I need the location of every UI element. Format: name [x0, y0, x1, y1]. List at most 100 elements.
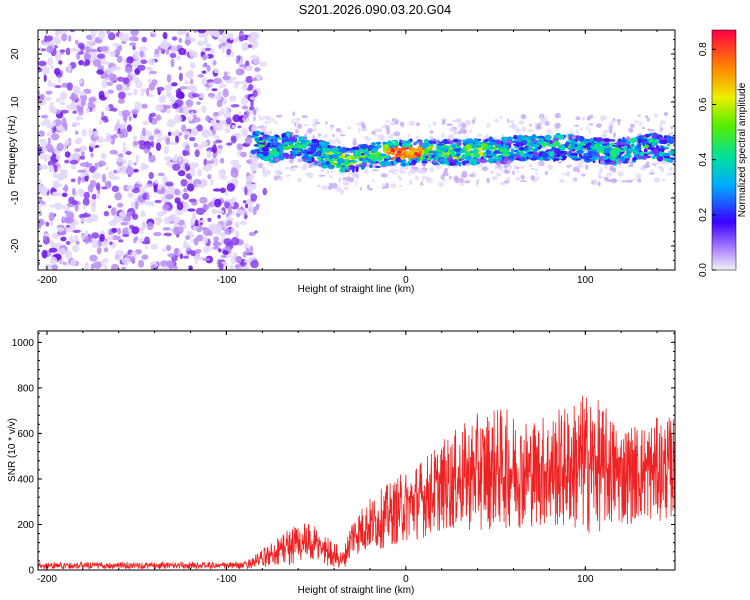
noise-blob — [139, 144, 146, 150]
noise-blob — [72, 244, 80, 253]
noise-blob — [223, 97, 227, 105]
signal-halo — [527, 129, 534, 133]
noise-blob — [107, 231, 114, 236]
noise-blob — [259, 61, 267, 67]
signal-cell — [629, 137, 638, 144]
noise-blob — [161, 248, 167, 252]
signal-halo — [258, 114, 261, 119]
signal-halo — [336, 140, 342, 145]
signal-cell — [571, 148, 576, 152]
signal-cell — [385, 155, 390, 159]
noise-blob — [170, 58, 175, 68]
signal-halo — [472, 116, 477, 120]
noise-blob — [140, 162, 148, 171]
signal-halo — [600, 115, 608, 121]
signal-cell — [311, 157, 315, 163]
signal-cell — [663, 155, 671, 159]
signal-cell — [301, 143, 307, 149]
signal-halo — [465, 136, 469, 139]
signal-cell — [559, 150, 565, 154]
signal-cell — [285, 138, 290, 142]
noise-blob — [245, 75, 254, 84]
noise-blob — [115, 254, 122, 261]
noise-blob — [80, 172, 85, 178]
noise-blob — [198, 93, 205, 99]
noise-blob — [57, 227, 65, 232]
signal-halo — [508, 125, 513, 128]
signal-cell — [546, 156, 554, 160]
noise-blob — [81, 129, 87, 137]
noise-blob — [187, 208, 196, 212]
signal-halo — [359, 187, 363, 191]
noise-blob — [200, 141, 209, 148]
noise-blob — [86, 162, 93, 168]
signal-cell — [666, 140, 670, 144]
noise-blob — [197, 30, 207, 34]
signal-cell — [470, 160, 478, 166]
signal-halo — [263, 120, 271, 125]
signal-cell — [448, 162, 456, 166]
signal-cell — [354, 160, 358, 163]
signal-halo — [408, 171, 411, 176]
noise-blob — [135, 80, 143, 89]
signal-cell — [414, 148, 423, 152]
noise-blob — [183, 187, 188, 193]
signal-halo — [572, 179, 577, 183]
signal-cell — [283, 152, 290, 158]
signal-halo — [613, 132, 616, 138]
x-tick-label: 0 — [403, 275, 409, 286]
signal-cell — [593, 137, 598, 140]
signal-halo — [661, 178, 666, 182]
signal-cell — [488, 142, 497, 146]
noise-blob — [53, 35, 61, 45]
signal-cell — [519, 151, 525, 157]
noise-blob — [79, 146, 85, 150]
signal-cell — [587, 146, 591, 151]
signal-cell — [400, 155, 405, 161]
noise-blob — [64, 250, 73, 260]
signal-cell — [645, 155, 652, 159]
noise-blob — [178, 47, 186, 56]
noise-blob — [197, 74, 205, 78]
noise-blob — [107, 89, 114, 94]
noise-blob — [222, 88, 229, 98]
signal-cell — [431, 154, 436, 158]
signal-cell — [367, 157, 372, 160]
signal-halo — [464, 119, 471, 126]
noise-blob — [41, 249, 48, 259]
noise-blob — [192, 117, 201, 123]
noise-blob — [205, 115, 211, 122]
noise-blob — [132, 141, 139, 146]
noise-blob — [121, 257, 130, 265]
noise-blob — [230, 168, 239, 178]
noise-blob — [41, 42, 51, 46]
signal-halo — [521, 126, 527, 132]
noise-blob — [213, 77, 222, 85]
signal-cell — [428, 151, 436, 154]
noise-blob — [211, 88, 218, 92]
noise-blob — [155, 142, 162, 151]
signal-cell — [511, 140, 519, 144]
signal-halo — [336, 130, 344, 134]
signal-cell — [433, 141, 437, 144]
noise-blob — [140, 59, 148, 64]
noise-blob — [96, 69, 104, 75]
signal-halo — [580, 126, 583, 132]
noise-blob — [195, 183, 203, 187]
signal-halo — [307, 172, 314, 179]
noise-blob — [126, 184, 135, 191]
noise-blob — [59, 51, 65, 55]
signal-cell — [392, 142, 398, 146]
y-tick-label: 20 — [10, 48, 21, 60]
noise-blob — [165, 137, 171, 145]
noise-blob — [212, 111, 219, 117]
signal-halo — [453, 165, 458, 169]
noise-blob — [133, 88, 138, 96]
noise-blob — [210, 119, 215, 125]
noise-blob — [213, 30, 220, 38]
noise-blob — [210, 246, 214, 251]
noise-blob — [62, 187, 69, 191]
signal-cell — [427, 153, 433, 156]
noise-blob — [193, 237, 199, 246]
